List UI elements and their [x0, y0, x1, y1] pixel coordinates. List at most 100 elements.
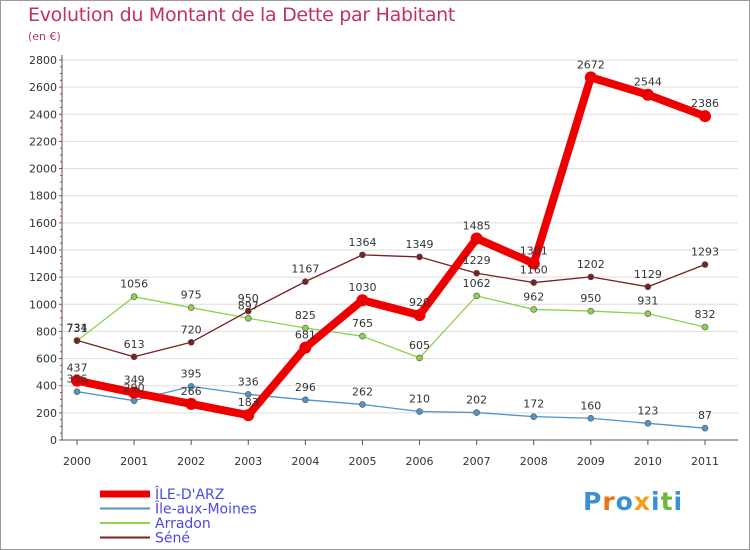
data-point [587, 307, 595, 315]
x-tick-label: 2003 [234, 455, 262, 468]
data-point [584, 71, 597, 84]
logo-letter: x [633, 487, 651, 516]
data-label: 2672 [577, 58, 605, 71]
data-label: 262 [352, 385, 373, 398]
x-tick-label: 2001 [120, 455, 148, 468]
data-label: 681 [295, 329, 316, 342]
data-label: 1229 [463, 254, 491, 267]
series-lines [71, 71, 711, 432]
data-point [701, 323, 709, 331]
data-point [701, 261, 709, 268]
data-point [530, 279, 538, 286]
data-label: 2544 [634, 76, 662, 89]
data-label: 395 [181, 367, 202, 380]
y-tick-label: 200 [36, 407, 57, 420]
logo-letter: o [615, 487, 634, 516]
data-label: 2386 [691, 97, 719, 110]
data-label: 765 [352, 317, 373, 330]
data-point [413, 309, 426, 322]
legend-label: Séné [155, 531, 190, 547]
y-tick-label: 1000 [29, 298, 57, 311]
data-point [530, 413, 538, 420]
data-point [302, 324, 309, 332]
series-line [76, 295, 706, 359]
data-label: 296 [295, 381, 316, 394]
data-point [244, 307, 252, 315]
x-tick-label: 2009 [577, 455, 605, 468]
data-label: 87 [698, 409, 712, 422]
data-point [244, 391, 252, 398]
data-point [130, 293, 138, 300]
data-point [71, 374, 83, 387]
data-point [416, 408, 423, 415]
data-label: 825 [295, 309, 316, 322]
proxiti-logo: Proxiti [583, 487, 683, 516]
data-point [587, 273, 595, 281]
chart-subtitle: (en €) [28, 30, 61, 43]
data-label: 731 [67, 322, 88, 335]
y-tick-label: 2400 [29, 108, 57, 121]
x-tick-label: 2010 [634, 455, 662, 468]
data-labels: 356 290 395 336 296 262 210 202 172 160 123 87 731 10… [67, 58, 720, 422]
x-tick-label: 2011 [691, 455, 719, 468]
data-point [473, 409, 480, 416]
data-label: 950 [580, 292, 601, 305]
data-point [416, 354, 423, 362]
data-label: 210 [409, 393, 430, 406]
data-point [470, 232, 483, 245]
data-label: 290 [124, 382, 145, 395]
data-point [587, 414, 595, 422]
data-point [356, 294, 369, 307]
data-point [644, 420, 652, 427]
data-point [73, 337, 81, 344]
data-label: 897 [238, 299, 259, 312]
data-point [644, 283, 652, 291]
data-label: 962 [523, 290, 544, 303]
y-tick-label: 2800 [29, 54, 57, 67]
data-point [699, 110, 711, 123]
data-label: 349 [124, 374, 145, 387]
data-label: 172 [523, 398, 544, 411]
data-label: 356 [67, 373, 88, 386]
data-label: 183 [238, 396, 259, 409]
y-tick-label: 800 [36, 325, 57, 338]
data-label: 160 [580, 399, 601, 412]
data-label: 950 [238, 292, 259, 305]
data-label: 1293 [691, 246, 719, 259]
data-point [130, 353, 138, 361]
x-tick-label: 2000 [63, 455, 91, 468]
data-point [644, 310, 652, 317]
legend-label: ÎLE-D'ARZ [154, 485, 224, 503]
x-tick-label: 2008 [520, 455, 548, 468]
data-point [242, 409, 255, 422]
data-point [73, 388, 81, 395]
data-point [701, 424, 709, 432]
y-tick-label: 2000 [29, 163, 57, 176]
y-tick-label: 2200 [29, 135, 57, 148]
legend-label: Arradon [155, 516, 211, 532]
data-point [416, 253, 423, 261]
y-tick-label: 2600 [29, 81, 57, 94]
data-point [359, 332, 366, 340]
data-label: 734 [67, 321, 88, 334]
x-tick-label: 2007 [463, 455, 491, 468]
data-label: 1485 [463, 219, 491, 232]
data-label: 975 [181, 289, 202, 302]
x-axis: 2000 2001 2002 2003 2004 2005 2006 2007 2008 2009… [62, 439, 738, 468]
data-label: 336 [238, 375, 259, 388]
y-tick-label: 600 [36, 353, 57, 366]
x-tick-label: 2004 [291, 455, 319, 468]
data-point [473, 269, 480, 277]
data-point [530, 306, 538, 313]
data-label: 1301 [520, 244, 548, 257]
data-label: 613 [124, 338, 145, 351]
data-point [244, 314, 252, 322]
x-tick-label: 2002 [177, 455, 205, 468]
data-label: 1167 [291, 263, 319, 276]
data-point [299, 341, 312, 354]
data-label: 1129 [634, 268, 662, 281]
data-label: 266 [181, 385, 202, 398]
series-line [76, 254, 706, 358]
